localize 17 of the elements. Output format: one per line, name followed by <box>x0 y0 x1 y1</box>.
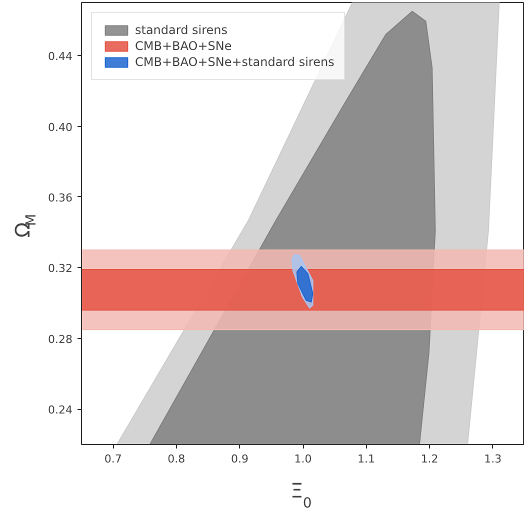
y-tick-label: 0.32 <box>48 262 73 276</box>
x-tick-label: 1.1 <box>358 452 376 466</box>
x-tick-label: 1.2 <box>420 452 438 466</box>
legend-label: CMB+BAO+SNe+standard sirens <box>135 55 334 69</box>
y-tick-label: 0.44 <box>48 50 73 64</box>
legend-label: CMB+BAO+SNe <box>135 39 232 53</box>
y-tick-label: 0.28 <box>48 332 73 346</box>
x-tick-label: 1.3 <box>484 452 502 466</box>
y-tick-label: 0.36 <box>48 191 73 204</box>
x-tick-label: 0.9 <box>230 452 248 466</box>
y-tick-label: 0.40 <box>48 120 73 134</box>
y-tick-label: 0.24 <box>48 404 73 417</box>
legend-label: standard sirens <box>135 23 228 37</box>
x-tick-label: 0.8 <box>168 452 186 466</box>
x-tick-label: 0.7 <box>104 452 122 466</box>
x-tick-label: 1.0 <box>294 452 312 466</box>
y-axis-title: ΩM <box>10 214 40 238</box>
